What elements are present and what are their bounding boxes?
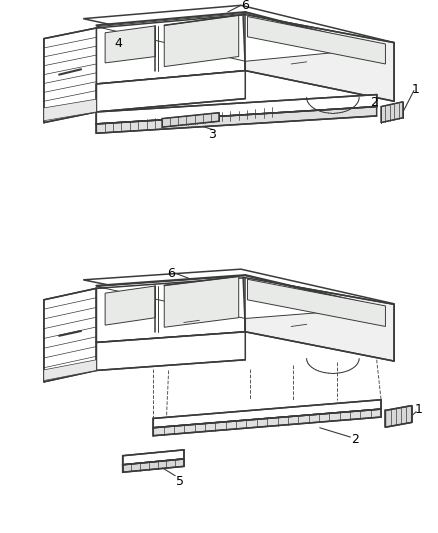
- Text: 1: 1: [412, 83, 420, 96]
- Polygon shape: [105, 286, 155, 325]
- Polygon shape: [44, 28, 96, 123]
- Text: 3: 3: [208, 128, 216, 141]
- Polygon shape: [96, 15, 245, 84]
- Polygon shape: [245, 278, 394, 361]
- Polygon shape: [96, 95, 377, 124]
- Polygon shape: [96, 107, 377, 133]
- Polygon shape: [385, 406, 412, 427]
- Bar: [0, 0, 438, 266]
- Polygon shape: [153, 409, 381, 436]
- Polygon shape: [83, 269, 394, 314]
- Polygon shape: [96, 332, 245, 370]
- Text: 6: 6: [167, 266, 175, 280]
- Polygon shape: [162, 113, 219, 127]
- Polygon shape: [245, 15, 394, 101]
- Polygon shape: [164, 15, 239, 67]
- Text: 5: 5: [176, 474, 184, 488]
- Polygon shape: [44, 99, 96, 120]
- Text: 6: 6: [241, 0, 249, 12]
- Polygon shape: [247, 279, 385, 326]
- Text: 2: 2: [371, 96, 378, 109]
- Bar: [0, 266, 438, 533]
- Polygon shape: [44, 288, 96, 382]
- Polygon shape: [96, 276, 381, 318]
- Polygon shape: [44, 360, 96, 381]
- Polygon shape: [96, 13, 381, 61]
- Polygon shape: [83, 5, 394, 56]
- Text: 2: 2: [351, 433, 359, 446]
- Polygon shape: [164, 276, 239, 327]
- Polygon shape: [153, 400, 381, 427]
- Polygon shape: [96, 71, 245, 112]
- Polygon shape: [123, 450, 184, 465]
- Polygon shape: [105, 26, 155, 63]
- Text: 1: 1: [414, 402, 422, 416]
- Text: 4: 4: [114, 37, 122, 50]
- Polygon shape: [123, 459, 184, 472]
- Polygon shape: [96, 278, 245, 343]
- Polygon shape: [247, 17, 385, 64]
- Polygon shape: [381, 102, 403, 123]
